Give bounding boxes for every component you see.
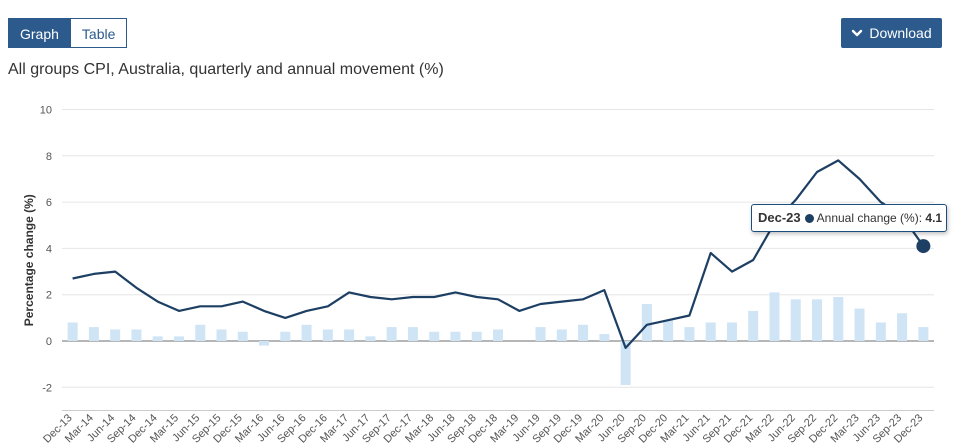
quarterly-bar	[471, 331, 482, 341]
quarterly-bar	[386, 327, 397, 341]
quarterly-bar	[259, 341, 270, 346]
y-tick-label: 8	[46, 151, 52, 163]
chevron-down-icon	[852, 29, 863, 37]
quarterly-bar	[620, 341, 631, 385]
y-axis-label: Percentage change (%)	[22, 194, 36, 326]
quarterly-bar	[663, 320, 674, 341]
quarterly-bar	[897, 313, 908, 341]
y-tick-label: 2	[46, 290, 52, 302]
quarterly-bar	[790, 299, 801, 341]
y-tick-label: 10	[40, 105, 52, 117]
y-tick-label: 6	[46, 197, 52, 209]
quarterly-bar	[684, 327, 695, 341]
tooltip-marker-icon	[804, 214, 814, 223]
chart-tooltip: Dec-23 Annual change (%): 4.1	[751, 204, 947, 232]
quarterly-bar	[493, 329, 503, 341]
quarterly-bar	[237, 331, 248, 341]
view-toggle: Graph Table	[8, 18, 128, 48]
quarterly-bar	[641, 303, 652, 341]
quarterly-bar	[556, 329, 567, 341]
quarterly-bar	[875, 322, 886, 341]
chart-title: All groups CPI, Australia, quarterly and…	[8, 61, 444, 78]
tooltip-date: Dec-23	[758, 210, 801, 225]
quarterly-bar	[599, 334, 610, 341]
quarterly-bar	[429, 331, 440, 341]
quarterly-bar	[812, 299, 823, 341]
quarterly-bar	[67, 322, 78, 341]
y-tick-label: -2	[42, 382, 52, 394]
quarterly-bar	[535, 327, 546, 341]
quarterly-bar	[195, 324, 206, 341]
quarterly-bar	[854, 308, 865, 341]
download-label: Download	[869, 25, 932, 41]
quarterly-bar	[726, 322, 737, 341]
y-tick-label: 4	[46, 243, 52, 255]
quarterly-bar	[748, 310, 759, 341]
quarterly-bar	[322, 329, 333, 341]
quarterly-bar	[173, 336, 184, 341]
quarterly-bar	[407, 327, 418, 341]
tab-table[interactable]: Table	[70, 18, 128, 48]
quarterly-bar	[344, 329, 355, 341]
quarterly-bar	[152, 336, 163, 341]
tab-graph[interactable]: Graph	[8, 18, 71, 48]
quarterly-bar	[450, 331, 461, 341]
download-button[interactable]: Download	[841, 18, 942, 48]
quarterly-bar	[365, 336, 376, 341]
quarterly-bar	[88, 327, 99, 341]
quarterly-bar	[216, 329, 227, 341]
quarterly-bar	[918, 327, 929, 341]
quarterly-bar	[705, 322, 716, 341]
highlight-point	[916, 239, 931, 254]
y-tick-label: 0	[46, 336, 52, 348]
quarterly-bar	[578, 324, 589, 341]
quarterly-bar	[131, 329, 142, 341]
quarterly-bar	[280, 331, 291, 341]
tooltip-series-label: Annual change (%):	[816, 211, 923, 225]
quarterly-bar	[110, 329, 121, 341]
quarterly-bar	[833, 297, 844, 341]
quarterly-bar	[769, 292, 780, 341]
tooltip-value: 4.1	[925, 211, 943, 225]
quarterly-bar	[301, 324, 312, 341]
